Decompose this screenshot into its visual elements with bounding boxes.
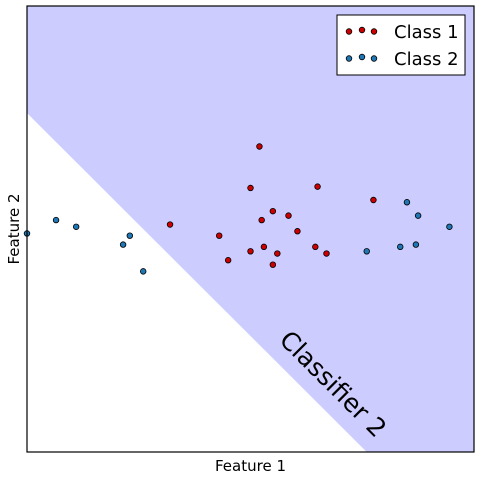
class-1-point: [258, 216, 265, 224]
legend-marker-dot: [345, 55, 353, 62]
class-2-point: [119, 241, 127, 248]
class-1-point: [224, 257, 232, 264]
legend-box: [336, 14, 466, 76]
legend-marker-dot: [345, 28, 353, 35]
class-2-point: [446, 223, 453, 230]
class-1-point: [274, 250, 281, 257]
legend-marker-class-2: [345, 53, 378, 62]
legend-marker-class-1: [345, 26, 378, 35]
class-2-point: [72, 223, 80, 230]
class-1-point: [260, 243, 268, 251]
class-1-point: [285, 212, 292, 219]
legend-item-class-1: Class 1: [345, 22, 459, 43]
class-1-point: [247, 184, 254, 192]
class-2-point: [397, 243, 404, 251]
class-1-point: [370, 196, 377, 204]
class-1-point: [256, 143, 263, 150]
class-1-point: [312, 243, 319, 251]
legend-marker-dot: [370, 55, 378, 62]
legend-label-class-2: Class 2: [394, 49, 459, 70]
class-2-point: [126, 232, 134, 239]
legend-label-class-1: Class 1: [394, 22, 459, 43]
class-2-point: [140, 268, 147, 275]
class-2-point: [52, 216, 60, 224]
data-points: [23, 143, 453, 275]
class-1-point: [323, 250, 330, 257]
x-axis-label: Feature 1: [215, 457, 286, 475]
class-1-point: [166, 221, 174, 228]
classifier-region: [27, 6, 474, 452]
legend-item-class-2: Class 2: [345, 49, 459, 70]
legend-marker-dot: [358, 26, 366, 34]
class-1-point: [314, 183, 321, 190]
class-1-point: [269, 207, 277, 215]
legend: Class 1 Class 2: [336, 14, 466, 76]
class-2-point: [414, 212, 422, 219]
y-axis-label: Feature 2: [5, 194, 23, 265]
class-1-point: [269, 261, 277, 268]
class-1-point: [294, 228, 301, 235]
legend-marker-dot: [370, 28, 378, 35]
class-1-point: [247, 248, 254, 255]
legend-marker-dot: [358, 53, 366, 61]
class-2-point: [403, 199, 411, 206]
class-2-point: [363, 248, 370, 255]
axes-frame: [26, 5, 475, 453]
class-1-point: [216, 232, 223, 239]
class-2-point: [412, 241, 420, 248]
